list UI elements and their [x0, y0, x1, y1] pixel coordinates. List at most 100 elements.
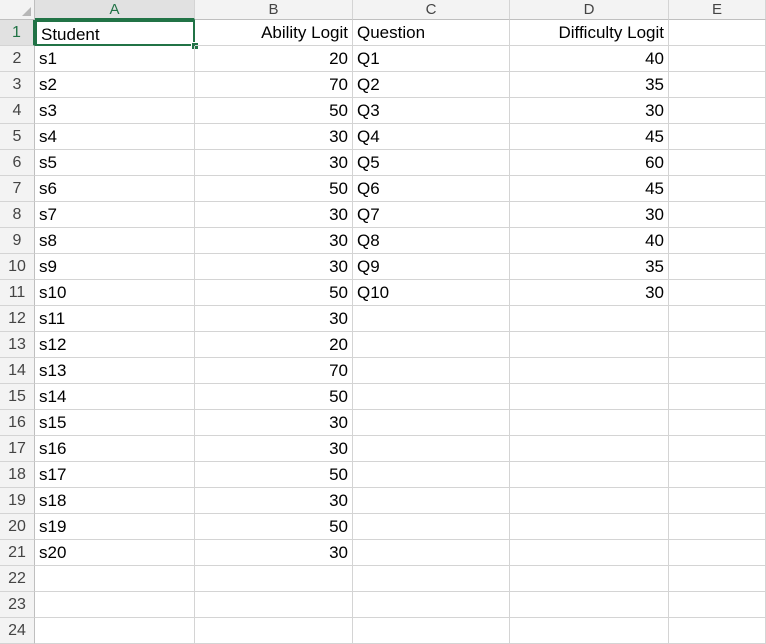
cell-d16[interactable] — [510, 410, 669, 436]
cell-e20[interactable] — [669, 514, 766, 540]
cell-d15[interactable] — [510, 384, 669, 410]
cell-d14[interactable] — [510, 358, 669, 384]
cell-a4[interactable]: s3 — [35, 98, 195, 124]
row-header-7[interactable]: 7 — [0, 176, 35, 202]
cell-a12[interactable]: s11 — [35, 306, 195, 332]
cell-c16[interactable] — [353, 410, 510, 436]
row-header-22[interactable]: 22 — [0, 566, 35, 592]
cell-a7[interactable]: s6 — [35, 176, 195, 202]
cell-c1[interactable]: Question — [353, 20, 510, 46]
row-header-3[interactable]: 3 — [0, 72, 35, 98]
row-header-24[interactable]: 24 — [0, 618, 35, 644]
cell-a3[interactable]: s2 — [35, 72, 195, 98]
cell-d12[interactable] — [510, 306, 669, 332]
cell-b8[interactable]: 30 — [195, 202, 353, 228]
cell-b10[interactable]: 30 — [195, 254, 353, 280]
cell-a9[interactable]: s8 — [35, 228, 195, 254]
cell-b15[interactable]: 50 — [195, 384, 353, 410]
cell-d22[interactable] — [510, 566, 669, 592]
cell-e21[interactable] — [669, 540, 766, 566]
cell-a6[interactable]: s5 — [35, 150, 195, 176]
cell-b24[interactable] — [195, 618, 353, 644]
cell-d11[interactable]: 30 — [510, 280, 669, 306]
cell-e1[interactable] — [669, 20, 766, 46]
cell-b17[interactable]: 30 — [195, 436, 353, 462]
cell-c6[interactable]: Q5 — [353, 150, 510, 176]
cell-c3[interactable]: Q2 — [353, 72, 510, 98]
cell-e14[interactable] — [669, 358, 766, 384]
cell-e15[interactable] — [669, 384, 766, 410]
cell-b4[interactable]: 50 — [195, 98, 353, 124]
row-header-13[interactable]: 13 — [0, 332, 35, 358]
cell-e12[interactable] — [669, 306, 766, 332]
cell-c24[interactable] — [353, 618, 510, 644]
cell-a8[interactable]: s7 — [35, 202, 195, 228]
cell-c10[interactable]: Q9 — [353, 254, 510, 280]
cell-d9[interactable]: 40 — [510, 228, 669, 254]
cell-c13[interactable] — [353, 332, 510, 358]
cell-a18[interactable]: s17 — [35, 462, 195, 488]
cell-a14[interactable]: s13 — [35, 358, 195, 384]
cell-a2[interactable]: s1 — [35, 46, 195, 72]
column-header-e[interactable]: E — [669, 0, 766, 20]
row-header-18[interactable]: 18 — [0, 462, 35, 488]
cell-c9[interactable]: Q8 — [353, 228, 510, 254]
cell-d21[interactable] — [510, 540, 669, 566]
cell-b3[interactable]: 70 — [195, 72, 353, 98]
fill-handle[interactable] — [191, 42, 199, 50]
cell-e7[interactable] — [669, 176, 766, 202]
cell-e5[interactable] — [669, 124, 766, 150]
cell-a21[interactable]: s20 — [35, 540, 195, 566]
cell-e10[interactable] — [669, 254, 766, 280]
cell-e8[interactable] — [669, 202, 766, 228]
cell-d8[interactable]: 30 — [510, 202, 669, 228]
cell-d13[interactable] — [510, 332, 669, 358]
cell-c22[interactable] — [353, 566, 510, 592]
cell-c17[interactable] — [353, 436, 510, 462]
row-header-19[interactable]: 19 — [0, 488, 35, 514]
cell-c12[interactable] — [353, 306, 510, 332]
row-header-6[interactable]: 6 — [0, 150, 35, 176]
cell-c18[interactable] — [353, 462, 510, 488]
cell-c14[interactable] — [353, 358, 510, 384]
cell-e18[interactable] — [669, 462, 766, 488]
cell-a1[interactable]: Student — [35, 20, 195, 46]
row-header-20[interactable]: 20 — [0, 514, 35, 540]
cell-c19[interactable] — [353, 488, 510, 514]
row-header-1[interactable]: 1 — [0, 20, 35, 46]
row-header-11[interactable]: 11 — [0, 280, 35, 306]
cell-c8[interactable]: Q7 — [353, 202, 510, 228]
cell-e17[interactable] — [669, 436, 766, 462]
cell-e3[interactable] — [669, 72, 766, 98]
cell-d5[interactable]: 45 — [510, 124, 669, 150]
cell-b18[interactable]: 50 — [195, 462, 353, 488]
cell-a20[interactable]: s19 — [35, 514, 195, 540]
cell-d7[interactable]: 45 — [510, 176, 669, 202]
cell-b21[interactable]: 30 — [195, 540, 353, 566]
cell-e24[interactable] — [669, 618, 766, 644]
cell-e23[interactable] — [669, 592, 766, 618]
cell-a23[interactable] — [35, 592, 195, 618]
cell-c4[interactable]: Q3 — [353, 98, 510, 124]
cell-b1[interactable]: Ability Logit — [195, 20, 353, 46]
cell-d2[interactable]: 40 — [510, 46, 669, 72]
row-header-10[interactable]: 10 — [0, 254, 35, 280]
column-header-d[interactable]: D — [510, 0, 669, 20]
cell-d4[interactable]: 30 — [510, 98, 669, 124]
column-header-b[interactable]: B — [195, 0, 353, 20]
cell-b22[interactable] — [195, 566, 353, 592]
cell-d10[interactable]: 35 — [510, 254, 669, 280]
cell-b11[interactable]: 50 — [195, 280, 353, 306]
cell-a11[interactable]: s10 — [35, 280, 195, 306]
cell-b19[interactable]: 30 — [195, 488, 353, 514]
cell-b6[interactable]: 30 — [195, 150, 353, 176]
cell-b9[interactable]: 30 — [195, 228, 353, 254]
cell-c15[interactable] — [353, 384, 510, 410]
cell-d1[interactable]: Difficulty Logit — [510, 20, 669, 46]
cell-d24[interactable] — [510, 618, 669, 644]
cell-e16[interactable] — [669, 410, 766, 436]
cell-e11[interactable] — [669, 280, 766, 306]
row-header-4[interactable]: 4 — [0, 98, 35, 124]
cell-c23[interactable] — [353, 592, 510, 618]
cell-b23[interactable] — [195, 592, 353, 618]
